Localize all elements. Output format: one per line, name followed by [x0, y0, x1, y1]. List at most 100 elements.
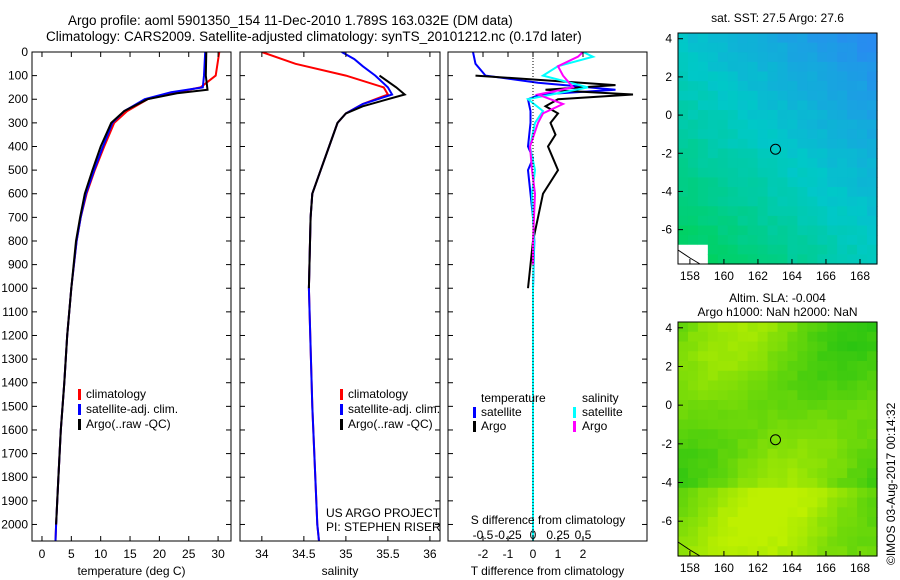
map-cell: [697, 448, 709, 460]
map-cell: [827, 487, 838, 499]
map-cell: [827, 439, 838, 450]
map-cell: [737, 400, 749, 411]
map-cell: [687, 429, 699, 440]
map-cell: [837, 487, 848, 499]
map-cell: [678, 100, 689, 111]
map-cell: [757, 148, 769, 159]
map-cell: [797, 439, 808, 450]
title-line1: Argo profile: aoml 5901350_154 11-Dec-20…: [68, 13, 513, 28]
map-cell: [847, 110, 858, 121]
map-cell: [707, 536, 719, 547]
map-cell: [727, 187, 739, 198]
map-cell: [687, 361, 699, 372]
map-frame: [677, 32, 878, 265]
temperature-profile: 0 5 10 15 20 25 30 temperature (deg C) 0 100 200 30…: [1, 45, 232, 578]
map-cell: [817, 206, 828, 217]
map-cell: [797, 390, 808, 401]
map-cell: [727, 52, 739, 63]
y-tick-label: 200: [8, 92, 28, 106]
map-cell: [827, 196, 838, 207]
map-cell: [747, 448, 759, 460]
map-cell: [827, 419, 838, 430]
map-cell: [717, 187, 729, 198]
map-cell: [777, 119, 789, 130]
map-cell: [817, 409, 828, 421]
map-cell: [867, 254, 878, 265]
map-cell: [857, 380, 868, 391]
map-cell: [717, 507, 729, 518]
map-cell: [867, 351, 878, 362]
map-cell: [787, 370, 798, 382]
map-cell: [857, 71, 868, 82]
y-tick-label: -6: [661, 223, 672, 237]
map-cell: [678, 196, 689, 207]
x-tick-label: -2: [478, 547, 489, 561]
map-cell: [767, 187, 779, 198]
map-cell: [767, 351, 779, 362]
map-cell: [687, 90, 699, 101]
x-tick-label: 20: [153, 547, 167, 561]
map-cell: [797, 71, 808, 82]
profile-location-marker: [769, 143, 781, 155]
map-cell: [697, 33, 709, 44]
map-cell: [747, 370, 759, 382]
map-cell: [767, 100, 779, 111]
map-cell: [707, 331, 719, 343]
map-cell: [867, 380, 878, 391]
map-cell: [837, 42, 848, 53]
map-cell: [678, 177, 689, 188]
map-cell: [727, 429, 739, 440]
map-cell: [837, 71, 848, 82]
map-cell: [717, 448, 729, 460]
map-cell: [827, 235, 838, 246]
map-cell: [678, 119, 689, 130]
map-cell: [787, 225, 798, 236]
map-cell: [687, 526, 699, 538]
map-cell: [767, 380, 779, 391]
map-cell: [797, 409, 808, 421]
map-cell: [777, 33, 789, 44]
map-cell: [777, 400, 789, 411]
map-cell: [767, 235, 779, 246]
map-cell: [817, 129, 828, 140]
map-cell: [787, 81, 798, 92]
map-cell: [767, 254, 779, 265]
map-cell: [717, 497, 729, 508]
map-cell: [817, 110, 828, 121]
map-cell: [857, 400, 868, 411]
map-cell: [847, 196, 858, 207]
map-cell: [687, 351, 699, 362]
map-cell: [797, 478, 808, 489]
map-cell: [747, 42, 759, 53]
map-cell: [717, 33, 729, 44]
map-cell: [687, 419, 699, 430]
map-cell: [727, 546, 739, 557]
map-cell: [817, 448, 828, 460]
map-cell: [847, 351, 858, 362]
map-cell: [827, 497, 838, 508]
map-cell: [787, 526, 798, 538]
map-cell: [697, 235, 709, 246]
map-cell: [847, 487, 858, 499]
map-cell: [717, 341, 729, 352]
map-cell: [787, 517, 798, 528]
map-cell: [678, 206, 689, 217]
map-cell: [867, 33, 878, 44]
map-cell: [678, 439, 689, 450]
map-cell: [787, 380, 798, 391]
map-cell: [727, 148, 739, 159]
map-cell: [678, 517, 689, 528]
map-cell: [757, 235, 769, 246]
map-cell: [687, 507, 699, 518]
x-tick-label: 160: [714, 561, 734, 575]
map-cell: [777, 507, 789, 518]
map-cell: [837, 61, 848, 73]
map-cell: [687, 244, 699, 255]
map-cell: [687, 409, 699, 421]
map-cell: [807, 439, 818, 450]
map-cell: [847, 361, 858, 372]
map-cell: [727, 322, 739, 333]
map-cell: [807, 119, 818, 130]
map-cell: [747, 177, 759, 188]
